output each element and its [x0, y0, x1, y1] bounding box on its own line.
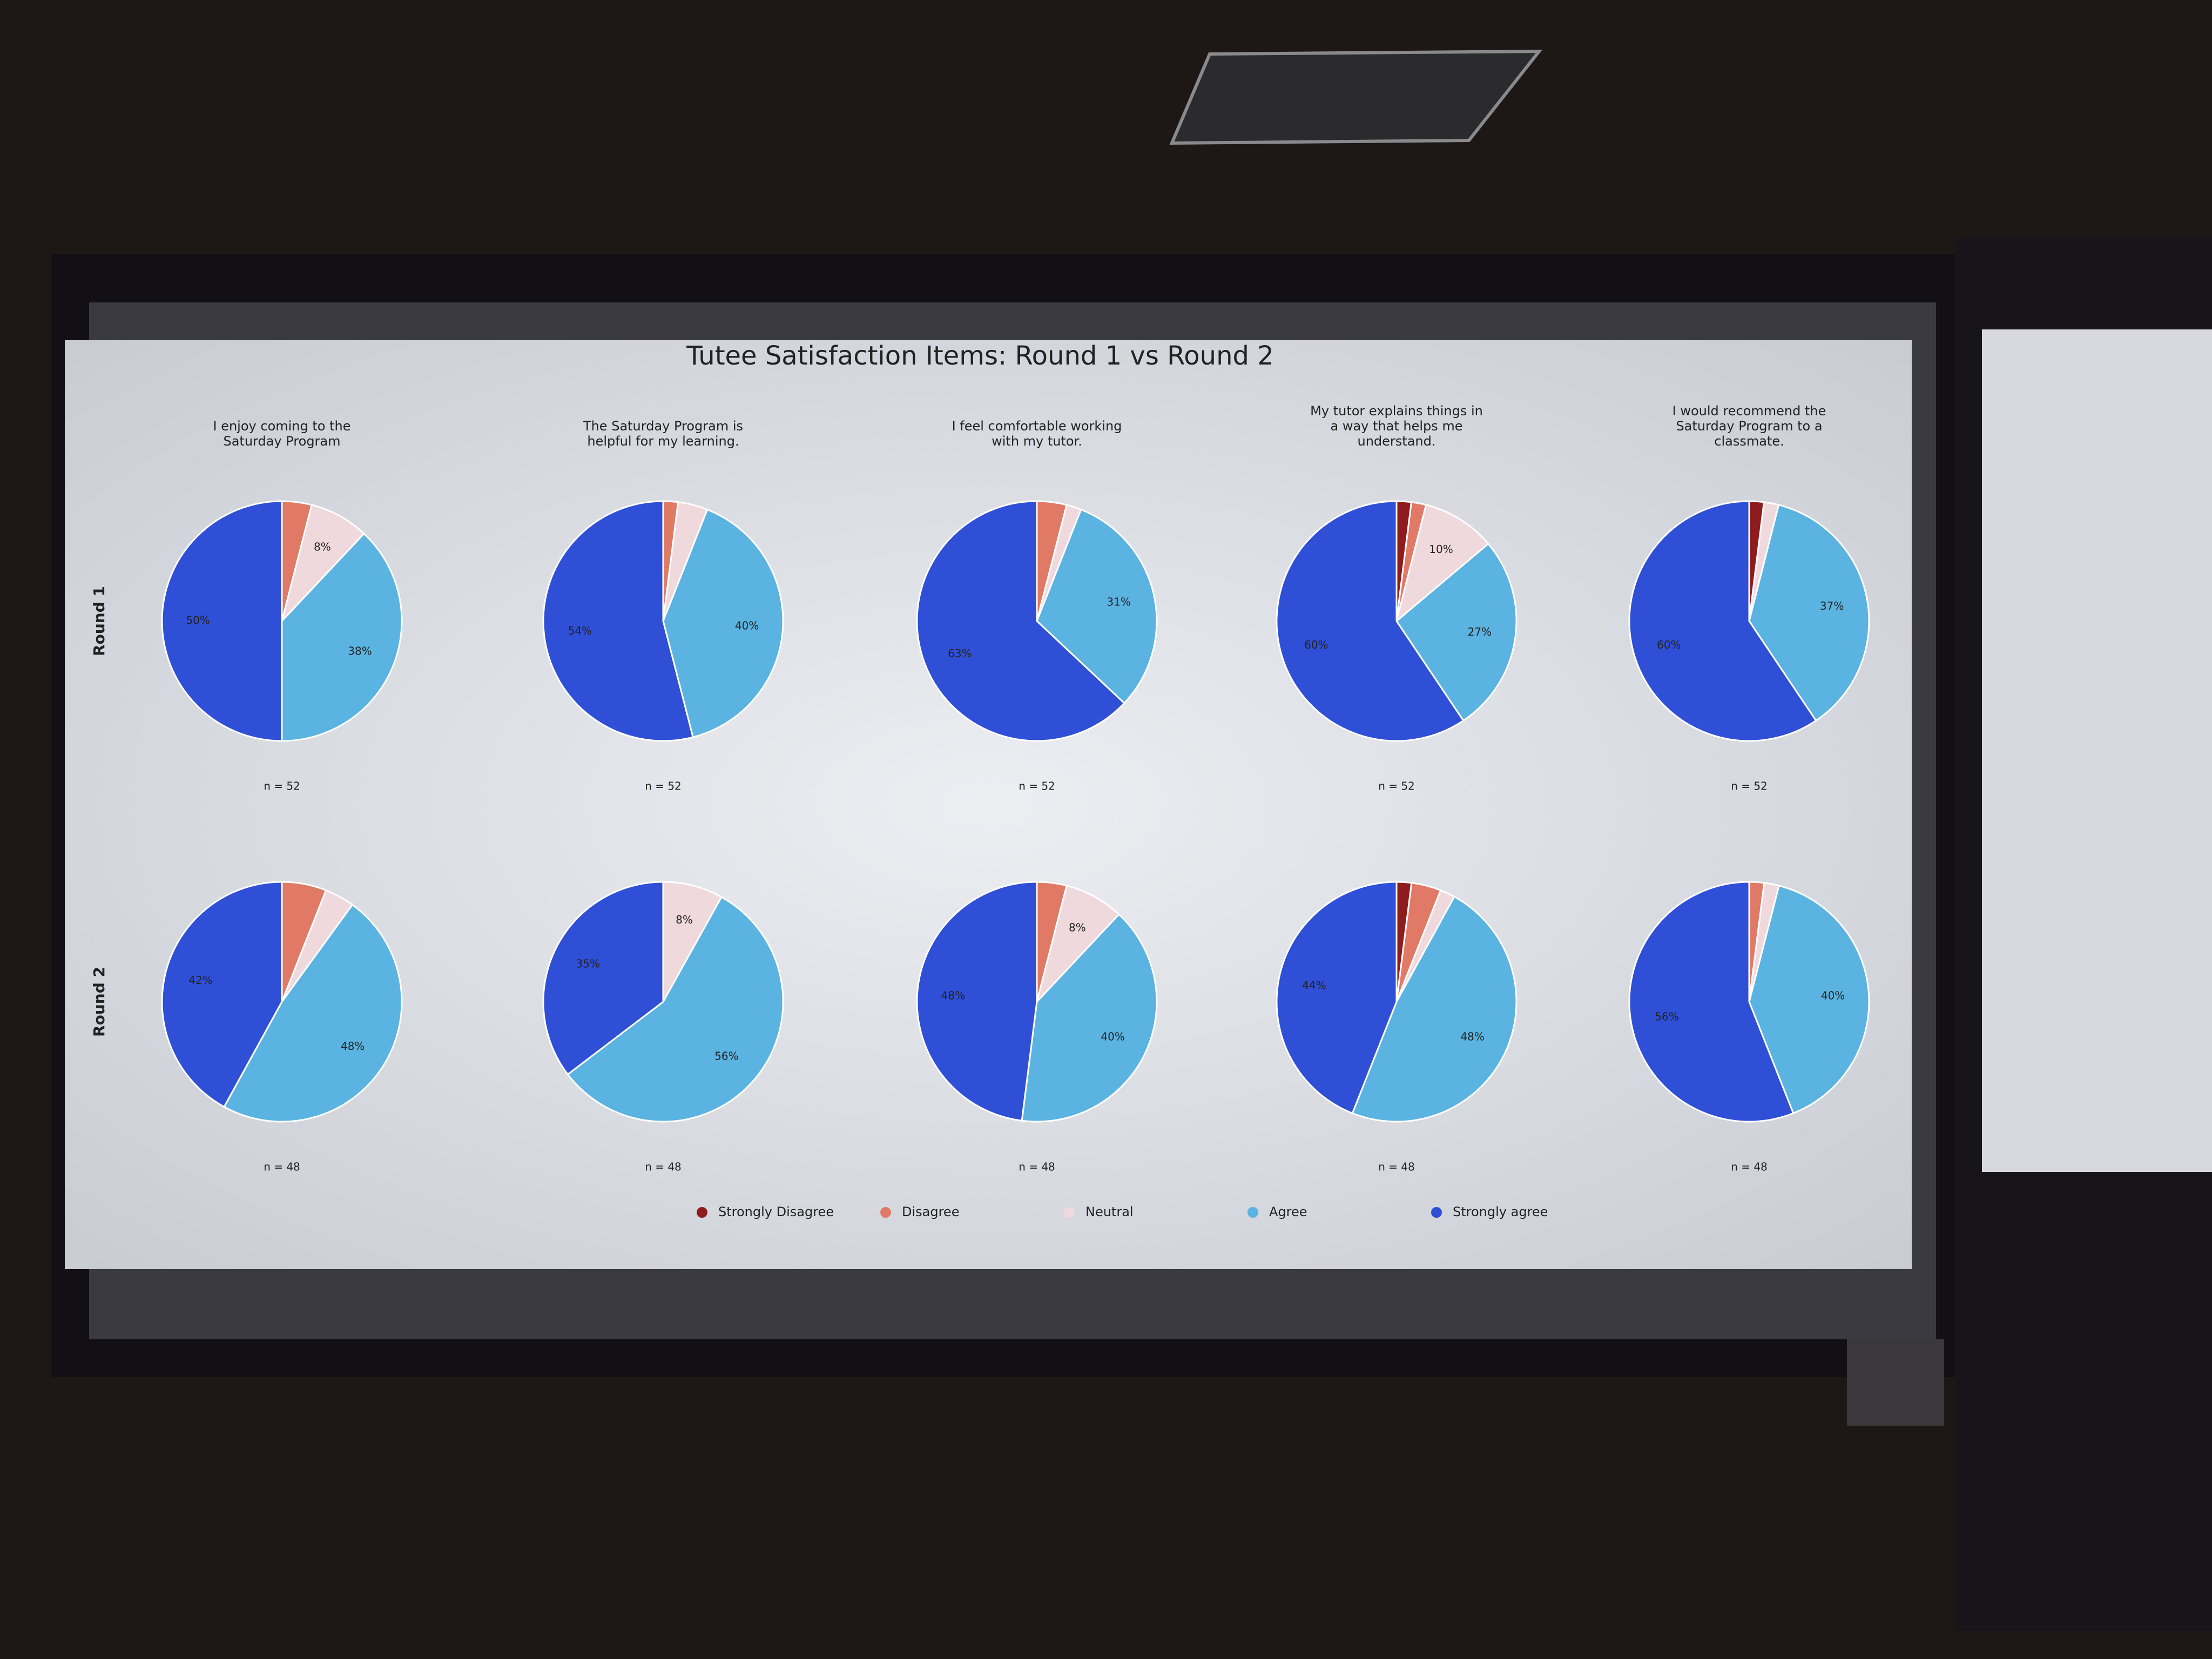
slice-label: 10%: [1429, 543, 1453, 556]
row-label: Round 2: [90, 967, 108, 1037]
slice-label: 48%: [941, 989, 965, 1002]
legend-marker: [697, 1207, 707, 1218]
slice-label: 27%: [1468, 625, 1492, 638]
pie-slice: [1395, 542, 1518, 722]
slice-label: 31%: [1107, 596, 1130, 609]
pie-slice: [1395, 504, 1489, 624]
row-label: Round 1: [90, 586, 108, 656]
pie-slice: [281, 532, 403, 742]
sample-size: n = 48: [264, 1161, 300, 1174]
pie-slice: [1748, 504, 1870, 722]
pie-title: I enjoy coming to the: [213, 419, 351, 434]
slice-label: 8%: [314, 540, 331, 553]
pie-title: classmate.: [1714, 434, 1784, 449]
pie-title: with my tutor.: [992, 434, 1082, 449]
pie-title: My tutor explains things in: [1310, 403, 1483, 419]
pie-slice: [542, 881, 664, 1076]
sample-size: n = 52: [1019, 780, 1055, 793]
slice-label: 8%: [676, 913, 693, 926]
slice-label: 38%: [348, 645, 372, 658]
pie-slice: [662, 508, 784, 738]
sample-size: n = 48: [645, 1161, 682, 1174]
sample-size: n = 52: [1378, 780, 1415, 793]
pie-slice: [1276, 881, 1398, 1115]
slice-label: 60%: [1304, 638, 1328, 651]
wall-device: [1847, 1339, 1944, 1426]
slice-label: 56%: [1655, 1010, 1678, 1023]
side-screen: [1982, 329, 2212, 1172]
pie-title: The Saturday Program is: [583, 419, 743, 434]
pie-title: understand.: [1358, 434, 1436, 449]
pie-slice: [662, 881, 723, 1005]
legend-label: Disagree: [902, 1204, 959, 1219]
pie-slice: [1628, 881, 1795, 1123]
legend-label: Neutral: [1085, 1204, 1134, 1219]
legend-marker: [1064, 1207, 1075, 1218]
chart-title: Tutee Satisfaction Items: Round 1 vs Rou…: [686, 341, 1274, 371]
legend-label: Agree: [1269, 1204, 1307, 1219]
pie-title: Saturday Program to a: [1676, 419, 1822, 434]
slice-label: 40%: [735, 619, 759, 632]
sample-size: n = 52: [264, 780, 300, 793]
slice-label: 54%: [568, 624, 592, 637]
slice-label: 48%: [1460, 1030, 1484, 1043]
legend-label: Strongly agree: [1453, 1204, 1548, 1219]
slice-label: 37%: [1820, 599, 1844, 612]
pie-slice: [161, 500, 283, 742]
slice-label: 8%: [1069, 921, 1086, 934]
pie-slice: [916, 881, 1038, 1122]
sample-size: n = 48: [1019, 1161, 1055, 1174]
legend-marker: [880, 1207, 891, 1218]
sample-size: n = 52: [645, 780, 682, 793]
pie-slice: [1036, 885, 1121, 1003]
pie-title: a way that helps me: [1330, 419, 1462, 434]
projected-slide: [65, 340, 1912, 1269]
legend-marker: [1431, 1207, 1442, 1218]
legend-marker: [1247, 1207, 1258, 1218]
pie-slice: [1276, 500, 1465, 742]
pie-slice: [542, 500, 694, 742]
pie-slice: [281, 504, 366, 622]
slice-label: 60%: [1657, 638, 1681, 651]
slice-label: 56%: [714, 1049, 738, 1062]
pie-slice: [161, 881, 283, 1108]
pie-slice: [1748, 885, 1870, 1115]
sample-size: n = 48: [1731, 1161, 1768, 1174]
slice-label: 35%: [576, 957, 600, 970]
pie-slice: [916, 500, 1125, 742]
sample-size: n = 52: [1731, 780, 1768, 793]
pie-slice: [1628, 500, 1817, 742]
pie-title: I feel comfortable working: [952, 419, 1122, 434]
slice-label: 48%: [341, 1040, 365, 1053]
pie-slice: [1021, 913, 1158, 1123]
pie-slice: [567, 895, 784, 1123]
slice-label: 63%: [948, 647, 972, 660]
ceiling-vent: [1169, 49, 1543, 145]
slice-label: 40%: [1101, 1030, 1124, 1043]
sample-size: n = 48: [1378, 1161, 1415, 1174]
pie-slice: [1036, 508, 1158, 705]
slice-label: 42%: [188, 974, 212, 987]
pie-slice: [1351, 895, 1518, 1123]
pie-title: Saturday Program: [223, 434, 340, 449]
legend-label: Strongly Disagree: [718, 1204, 834, 1219]
pie-title: I would recommend the: [1673, 403, 1826, 419]
slice-label: 40%: [1821, 989, 1845, 1002]
slice-label: 44%: [1302, 979, 1326, 992]
pie-slice: [223, 903, 403, 1123]
pie-title: helpful for my learning.: [587, 434, 739, 449]
slice-label: 50%: [186, 614, 210, 627]
